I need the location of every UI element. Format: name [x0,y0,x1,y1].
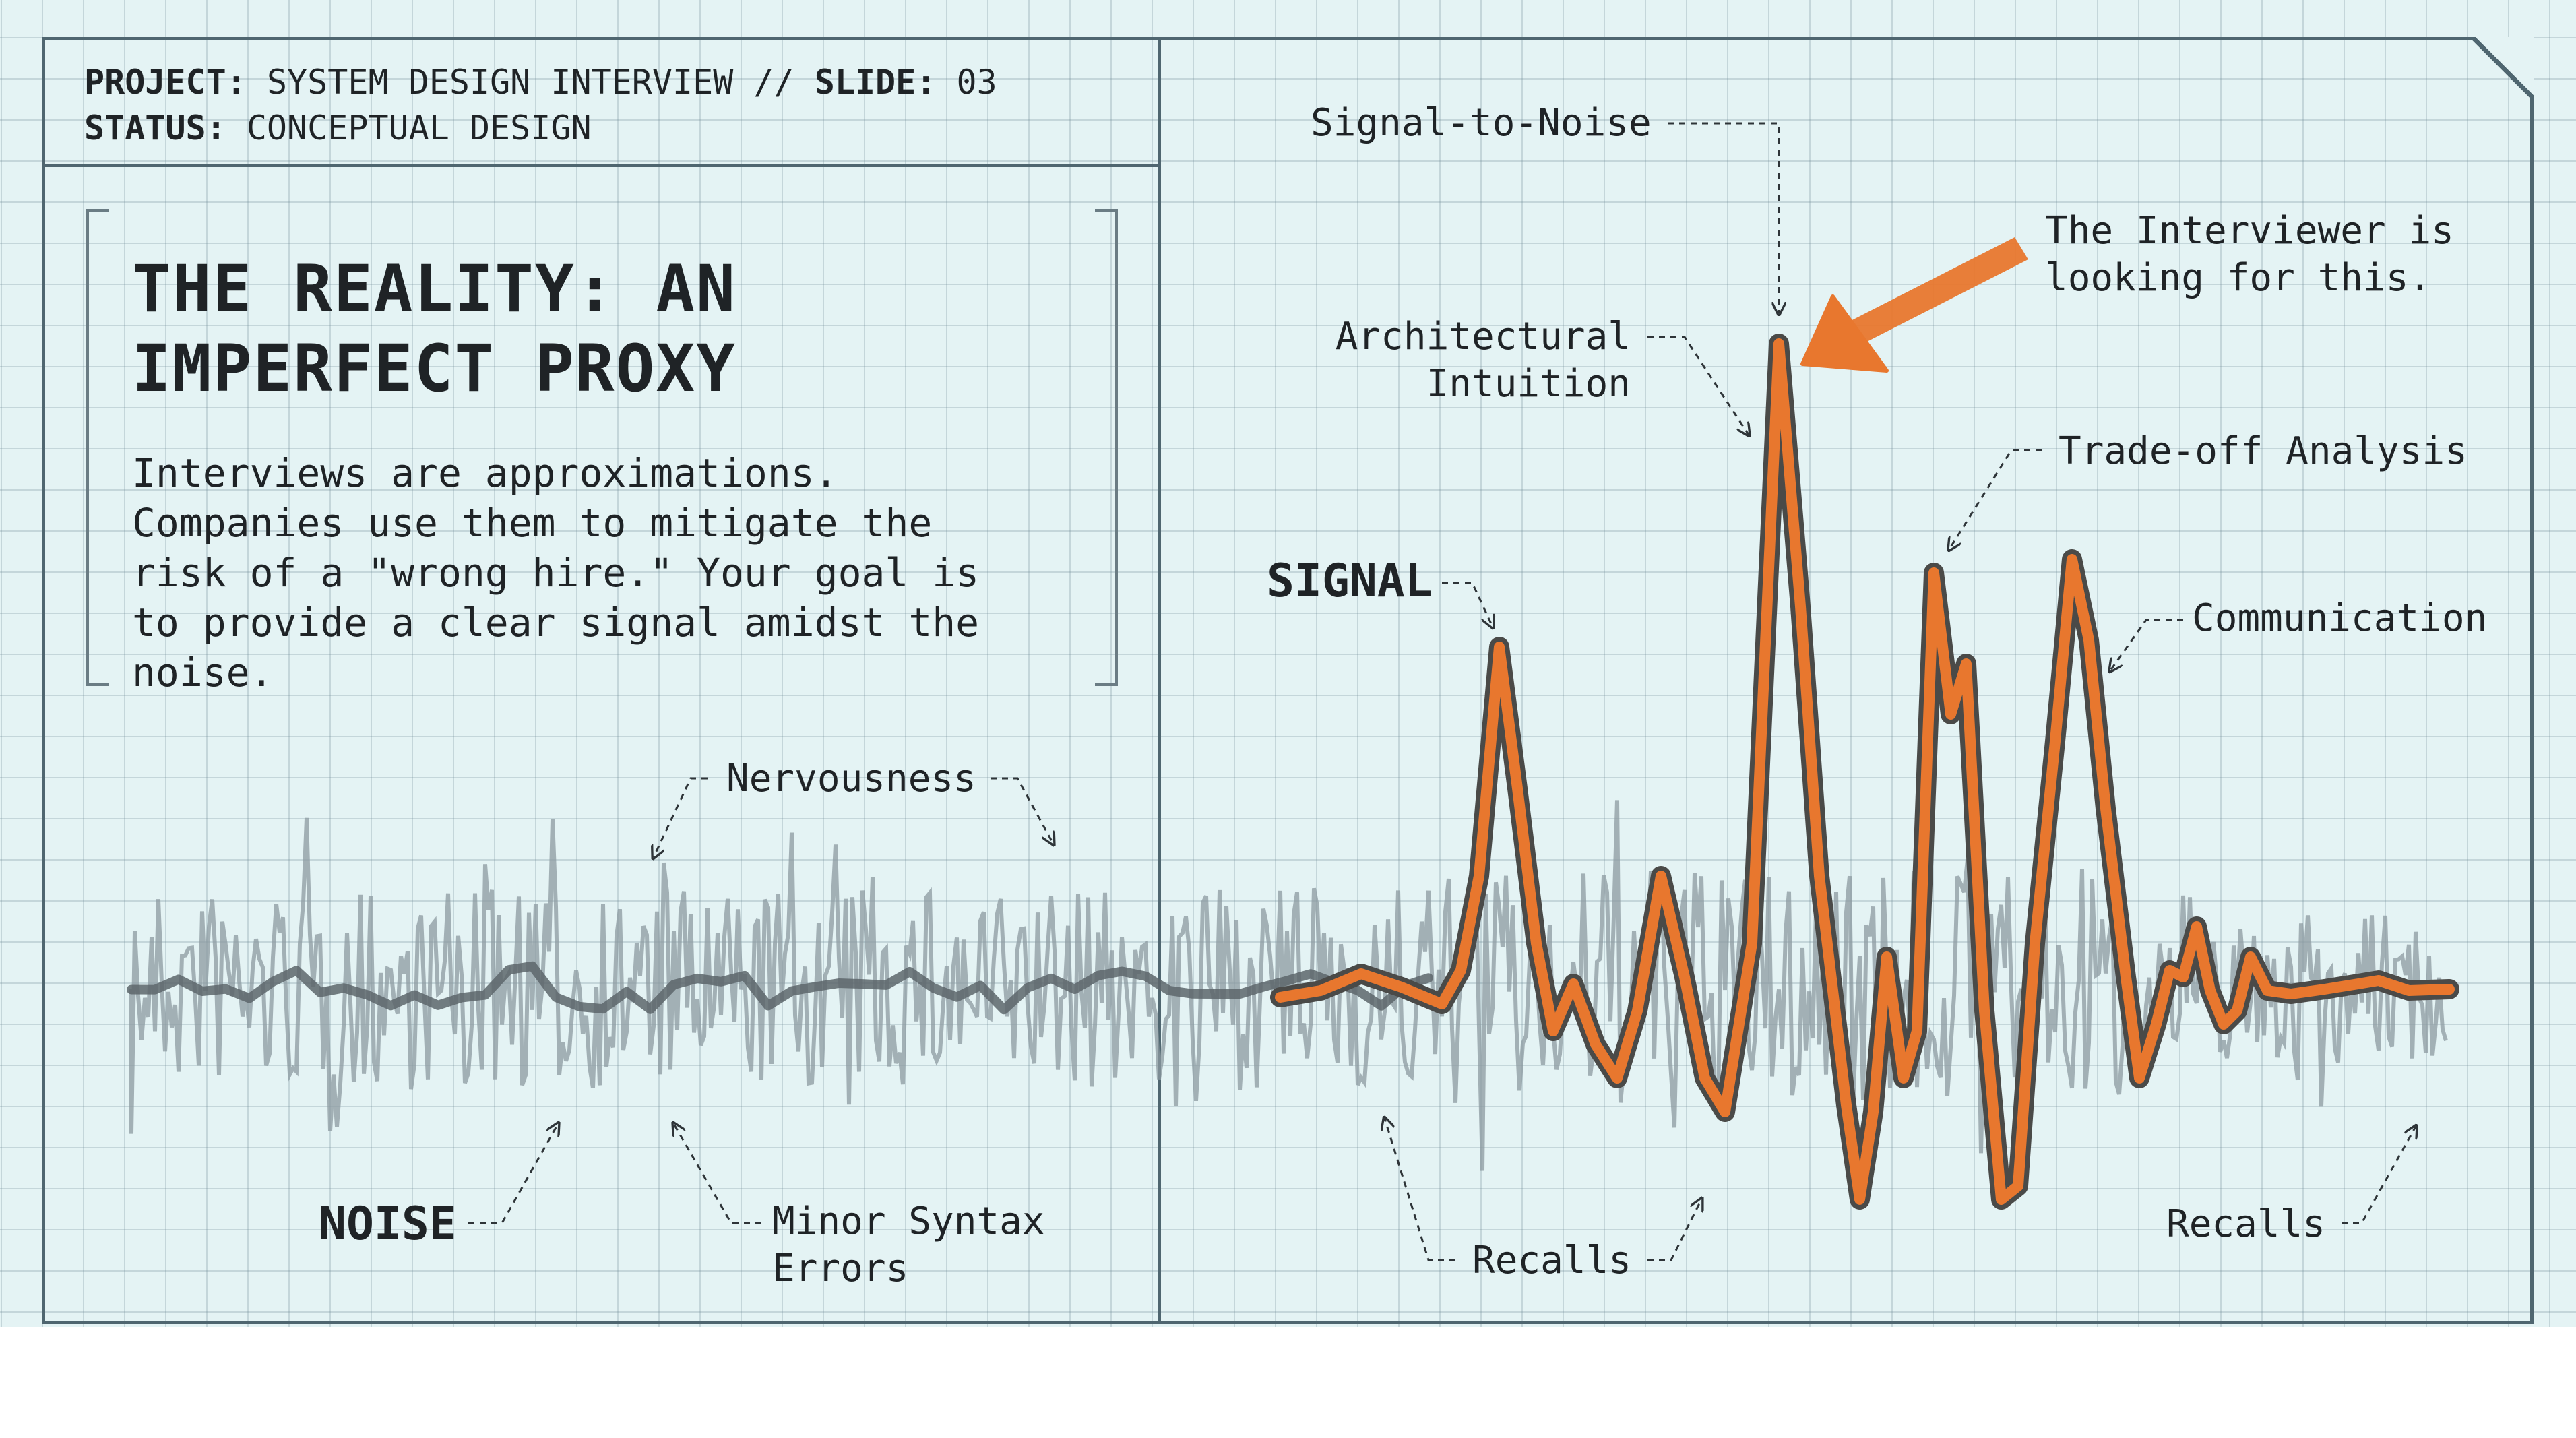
noise-texture [129,800,2448,1171]
interviewer-arrow [1800,237,2028,373]
label-trade-off: Trade-off Analysis [2059,429,2468,473]
noise-waveform [127,961,1433,1015]
leader-nervousness-right [991,777,1053,844]
leader-recalls-center-right [1647,1199,1701,1261]
left-bracket [86,209,109,686]
blueprint-frame [42,37,2534,1324]
noise-texture-path [129,800,2448,1171]
leader-signal-to-noise [1668,122,1779,313]
page-title: THE REALITY: AN IMPERFECT PROXY [132,251,736,406]
leader-noise [468,1124,558,1224]
interviewer-arrow-shaft [1843,237,2028,347]
leader-signal [1442,582,1493,627]
label-nervousness: Nervousness [726,757,976,801]
status-value: CONCEPTUAL DESIGN [246,108,592,148]
status-key: STATUS: [84,108,226,148]
label-architectural-intuition: Architectural Intuition [1335,315,1631,406]
header-divider [42,164,1160,167]
blueprint-sheet [0,0,2576,1327]
leader-minor-syntax [674,1124,761,1224]
slide-value: 03 [956,63,997,102]
label-signal: SIGNAL [1267,555,1433,608]
leader-communication [2110,619,2183,670]
project-line: PROJECT: SYSTEM DESIGN INTERVIEW // SLID… [84,59,997,105]
right-bracket [1095,209,1118,686]
leader-trade-off [1949,449,2042,549]
slide-key: SLIDE: [814,63,937,102]
label-recalls-center: Recalls [1472,1239,1632,1282]
leader-recalls-right [2342,1127,2416,1224]
label-noise: NOISE [319,1197,457,1251]
signal-noise-diagram [127,122,2459,1261]
vertical-divider [1158,37,1161,1324]
label-recalls-right: Recalls [2166,1202,2326,1246]
body-paragraph: Interviews are approximations. Companies… [132,450,980,695]
status-line: STATUS: CONCEPTUAL DESIGN [84,105,997,151]
project-key: PROJECT: [84,63,247,102]
project-value: SYSTEM DESIGN INTERVIEW // [266,63,794,102]
label-minor-syntax: Minor Syntax Errors [772,1199,1045,1290]
label-signal-to-noise: Signal-to-Noise [1311,101,1652,145]
title-block: PROJECT: SYSTEM DESIGN INTERVIEW // SLID… [84,59,997,151]
interviewer-arrow-head [1800,294,1889,373]
corner-fold [2472,37,2534,99]
leader-nervousness-left [654,777,708,857]
signal-waveform [1275,338,2455,1205]
label-interviewer: The Interviewer is looking for this. [2045,209,2454,300]
label-communication: Communication [2192,596,2488,640]
leader-architectural-intuition [1647,336,1749,435]
leader-recalls-center-left [1385,1119,1455,1261]
